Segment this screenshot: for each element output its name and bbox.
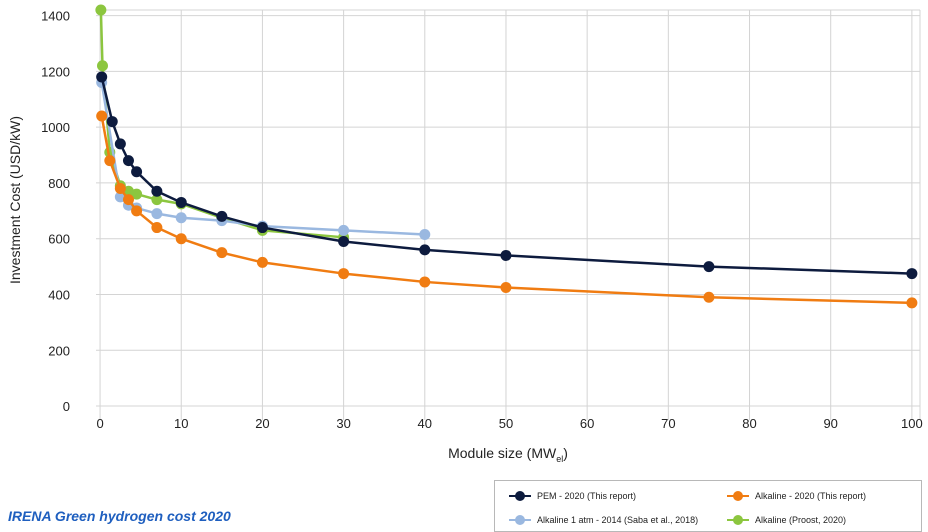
series-0-point-13 — [906, 268, 918, 280]
series-0-point-8 — [256, 222, 268, 234]
y-tick-label-0: 0 — [63, 399, 70, 414]
legend-swatch-pem-2020 — [509, 491, 531, 501]
x-tick-label-20: 20 — [255, 416, 269, 431]
series-1 — [96, 110, 918, 309]
series-1-point-0 — [96, 110, 108, 122]
legend-label-alkaline-1atm-2014: Alkaline 1 atm - 2014 (Saba et al., 2018… — [537, 515, 699, 525]
x-tick-label-60: 60 — [580, 416, 594, 431]
series-0-point-2 — [114, 138, 126, 150]
legend-swatch-alkaline-1atm-2014 — [509, 515, 531, 525]
x-tick-label-50: 50 — [499, 416, 513, 431]
legend: PEM - 2020 (This report) Alkaline - 2020… — [494, 480, 922, 532]
series-0-line — [100, 76, 912, 275]
x-axis-title: Module size (MWel) — [448, 445, 568, 464]
series-0-point-4 — [131, 166, 143, 178]
series-0-point-11 — [500, 249, 512, 261]
series-3-point-1 — [96, 60, 108, 72]
series-1-point-1 — [104, 155, 116, 167]
series-0 — [96, 71, 918, 280]
legend-item-alkaline-1atm-2014: Alkaline 1 atm - 2014 (Saba et al., 2018… — [509, 515, 698, 525]
legend-label-alkaline-proost: Alkaline (Proost, 2020) — [755, 515, 847, 525]
series-3-point-5 — [131, 188, 143, 200]
y-tick-label-1400: 1400 — [41, 9, 70, 24]
x-tick-label-70: 70 — [661, 416, 675, 431]
legend-label-alkaline-2020: Alkaline - 2020 (This report) — [755, 491, 867, 501]
x-tick-label-30: 30 — [336, 416, 350, 431]
grid-lines — [96, 9, 921, 420]
series-1-point-5 — [151, 222, 163, 234]
series-0-point-3 — [122, 155, 134, 167]
x-axis-title-main: Module size (MW — [448, 445, 557, 461]
series-1-point-2 — [114, 183, 126, 195]
legend-item-alkaline-2020: Alkaline - 2020 (This report) — [727, 491, 866, 501]
series-1-point-9 — [338, 268, 350, 280]
legend-swatch-alkaline-2020 — [727, 491, 749, 501]
y-tick-label-800: 800 — [48, 176, 70, 191]
x-tick-label-10: 10 — [174, 416, 188, 431]
series-0-point-6 — [175, 196, 187, 208]
series-3-point-6 — [151, 194, 163, 206]
series-1-point-13 — [906, 297, 918, 309]
series-3-point-0 — [95, 4, 107, 16]
y-tick-label-200: 200 — [48, 343, 70, 358]
x-tick-label-100: 100 — [901, 416, 923, 431]
x-axis-title-subscript: el — [556, 454, 563, 464]
x-tick-label-40: 40 — [418, 416, 432, 431]
series-2-point-4 — [151, 208, 163, 220]
series-1-point-10 — [419, 276, 431, 288]
series-lines — [95, 4, 918, 309]
series-2-point-8 — [338, 224, 350, 236]
y-tick-label-1200: 1200 — [41, 64, 70, 79]
series-0-point-12 — [703, 261, 715, 273]
tick-labels: 0 10 20 30 40 50 60 70 80 90 100020040060080010001… — [41, 9, 923, 431]
y-tick-label-1000: 1000 — [41, 120, 70, 135]
series-1-point-12 — [703, 291, 715, 303]
series-1-point-11 — [500, 282, 512, 294]
series-2-point-9 — [419, 229, 431, 241]
y-tick-label-400: 400 — [48, 287, 70, 302]
series-1-point-7 — [216, 247, 228, 259]
x-tick-label-80: 80 — [742, 416, 756, 431]
x-tick-label-90: 90 — [823, 416, 837, 431]
x-tick-label-0: 0 — [96, 416, 103, 431]
series-1-point-3 — [122, 194, 134, 206]
legend-label-pem-2020: PEM - 2020 (This report) — [537, 491, 637, 501]
legend-item-alkaline-proost: Alkaline (Proost, 2020) — [727, 515, 846, 525]
series-0-point-9 — [338, 235, 350, 247]
source-caption: IRENA Green hydrogen cost 2020 — [8, 508, 231, 524]
series-1-line — [100, 115, 912, 305]
series-0-point-1 — [106, 116, 118, 128]
series-1-point-6 — [175, 233, 187, 245]
legend-swatch-alkaline-proost — [727, 515, 749, 525]
series-2-point-5 — [175, 212, 187, 224]
series-0-point-5 — [151, 185, 163, 197]
series-1-point-8 — [256, 256, 268, 268]
series-0-point-10 — [419, 244, 431, 256]
series-2-line — [100, 82, 425, 236]
series-1-point-4 — [131, 205, 143, 217]
x-axis-title-close: ) — [563, 445, 568, 461]
series-0-point-7 — [216, 210, 228, 222]
y-axis-title: Investment Cost (USD/kW) — [7, 116, 23, 284]
legend-item-pem-2020: PEM - 2020 (This report) — [509, 491, 636, 501]
series-2 — [96, 77, 431, 241]
series-0-point-0 — [96, 71, 108, 83]
y-tick-label-600: 600 — [48, 232, 70, 247]
